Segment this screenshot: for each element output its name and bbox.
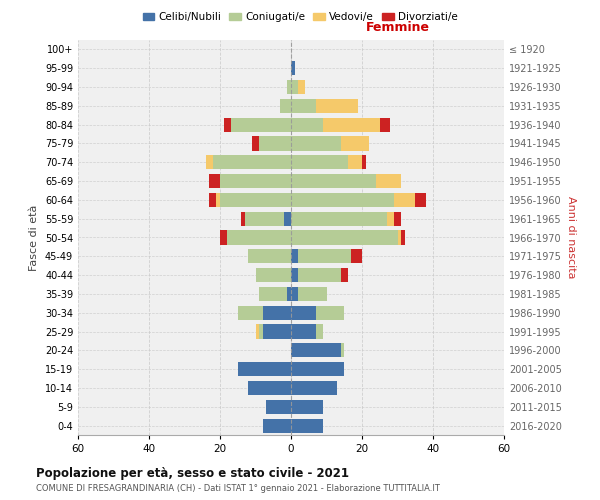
Bar: [291, 230, 398, 244]
Bar: [238, 306, 263, 320]
Bar: [238, 362, 291, 376]
Bar: [259, 324, 263, 338]
Bar: [291, 324, 316, 338]
Bar: [213, 155, 291, 170]
Bar: [291, 268, 298, 282]
Bar: [206, 155, 213, 170]
Bar: [287, 287, 291, 301]
Bar: [263, 324, 291, 338]
Bar: [248, 381, 291, 395]
Bar: [291, 155, 348, 170]
Bar: [256, 324, 259, 338]
Bar: [298, 250, 352, 264]
Bar: [263, 306, 291, 320]
Y-axis label: Anni di nascita: Anni di nascita: [566, 196, 575, 279]
Bar: [323, 118, 380, 132]
Bar: [217, 193, 220, 207]
Bar: [352, 250, 362, 264]
Bar: [362, 155, 365, 170]
Bar: [252, 136, 259, 150]
Bar: [227, 230, 291, 244]
Bar: [291, 344, 341, 357]
Bar: [287, 80, 291, 94]
Bar: [341, 268, 348, 282]
Bar: [376, 174, 401, 188]
Bar: [259, 136, 291, 150]
Bar: [209, 193, 217, 207]
Bar: [291, 193, 394, 207]
Bar: [209, 174, 220, 188]
Bar: [380, 118, 391, 132]
Bar: [394, 193, 415, 207]
Bar: [316, 324, 323, 338]
Bar: [291, 136, 341, 150]
Bar: [291, 400, 323, 414]
Y-axis label: Fasce di età: Fasce di età: [29, 204, 39, 270]
Bar: [401, 230, 404, 244]
Bar: [415, 193, 426, 207]
Bar: [291, 212, 387, 226]
Bar: [256, 268, 291, 282]
Bar: [387, 212, 394, 226]
Bar: [291, 287, 298, 301]
Bar: [291, 61, 295, 76]
Text: Popolazione per età, sesso e stato civile - 2021: Popolazione per età, sesso e stato civil…: [36, 468, 349, 480]
Bar: [341, 344, 344, 357]
Bar: [230, 118, 291, 132]
Bar: [291, 306, 316, 320]
Bar: [266, 400, 291, 414]
Bar: [259, 287, 287, 301]
Text: COMUNE DI FRESAGRANDINARIA (CH) - Dati ISTAT 1° gennaio 2021 - Elaborazione TUTT: COMUNE DI FRESAGRANDINARIA (CH) - Dati I…: [36, 484, 440, 493]
Bar: [291, 80, 298, 94]
Bar: [298, 268, 341, 282]
Bar: [291, 174, 376, 188]
Bar: [284, 212, 291, 226]
Bar: [241, 212, 245, 226]
Bar: [394, 212, 401, 226]
Bar: [298, 80, 305, 94]
Bar: [291, 381, 337, 395]
Bar: [348, 155, 362, 170]
Text: Femmine: Femmine: [365, 21, 430, 34]
Bar: [220, 174, 291, 188]
Bar: [341, 136, 369, 150]
Bar: [291, 250, 298, 264]
Bar: [280, 99, 291, 113]
Bar: [298, 287, 326, 301]
Bar: [291, 99, 316, 113]
Bar: [291, 418, 323, 432]
Bar: [263, 418, 291, 432]
Bar: [291, 362, 344, 376]
Bar: [245, 212, 284, 226]
Bar: [316, 306, 344, 320]
Bar: [291, 118, 323, 132]
Bar: [220, 230, 227, 244]
Bar: [224, 118, 230, 132]
Bar: [316, 99, 358, 113]
Bar: [398, 230, 401, 244]
Legend: Celibi/Nubili, Coniugati/e, Vedovi/e, Divorziati/e: Celibi/Nubili, Coniugati/e, Vedovi/e, Di…: [139, 8, 461, 26]
Bar: [248, 250, 291, 264]
Bar: [220, 193, 291, 207]
